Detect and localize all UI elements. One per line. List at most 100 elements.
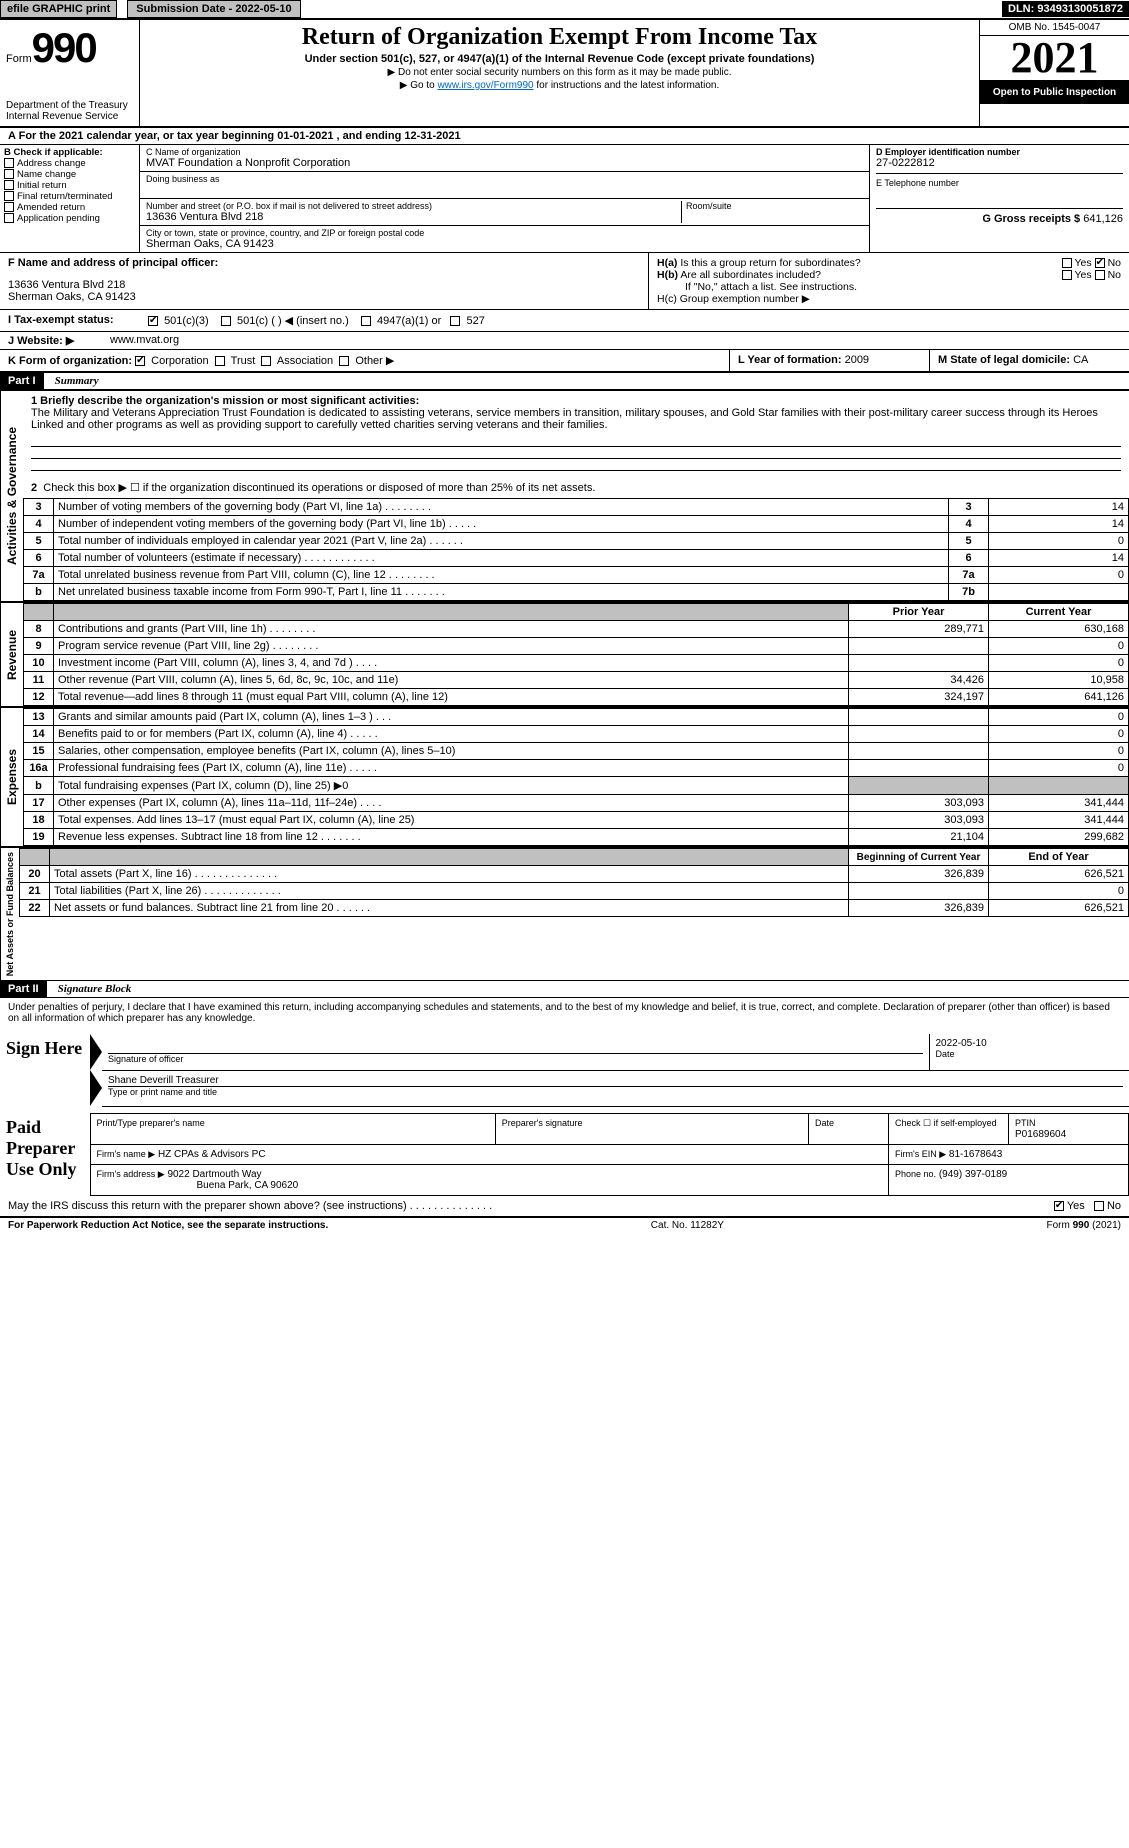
checkbox-pending[interactable]: [4, 213, 14, 223]
pt-check-label: Check ☐ if self-employed: [895, 1118, 997, 1128]
checkbox-amended[interactable]: [4, 202, 14, 212]
sign-arrow-icon: [90, 1034, 102, 1070]
k-corp-checkbox[interactable]: [135, 356, 145, 366]
k-label: K Form of organization:: [8, 355, 132, 367]
527-checkbox[interactable]: [450, 316, 460, 326]
table-row: 3Number of voting members of the governi…: [24, 499, 1129, 516]
discuss-row: May the IRS discuss this return with the…: [0, 1196, 1129, 1217]
tax-status-row: I Tax-exempt status: 501(c)(3) 501(c) ( …: [0, 310, 1129, 332]
sig-date-value: 2022-05-10: [936, 1038, 1124, 1049]
i-label: I Tax-exempt status:: [8, 314, 148, 327]
col-b: B Check if applicable: Address change Na…: [0, 145, 140, 252]
b-item: Amended return: [4, 202, 135, 213]
pt-date-label: Date: [815, 1118, 834, 1128]
firm-addr1: 9022 Dartmouth Way: [167, 1169, 261, 1180]
discuss-yes-checkbox[interactable]: [1054, 1201, 1064, 1211]
k-other-checkbox[interactable]: [339, 356, 349, 366]
table-row: 17Other expenses (Part IX, column (A), l…: [24, 795, 1129, 812]
officer-name: Shane Deverill Treasurer: [108, 1075, 1123, 1087]
table-row: 6Total number of volunteers (estimate if…: [24, 550, 1129, 567]
submission-date-button[interactable]: Submission Date - 2022-05-10: [127, 0, 300, 18]
sig-date-label: Date: [936, 1049, 955, 1059]
ha-yes-checkbox[interactable]: [1062, 258, 1072, 268]
revenue-section: Revenue Prior YearCurrent Year8Contribut…: [0, 602, 1129, 707]
501c3-checkbox[interactable]: [148, 316, 158, 326]
h-section: H(a) Is this a group return for subordin…: [649, 253, 1129, 309]
type-name-label: Type or print name and title: [108, 1087, 217, 1097]
signature-table: Sign Here Signature of officer 2022-05-1…: [0, 1034, 1129, 1107]
irs-label: Internal Revenue Service: [6, 111, 133, 122]
line2-text: Check this box ▶ ☐ if the organization d…: [43, 482, 595, 494]
gross-receipts: 641,126: [1083, 213, 1123, 225]
col-deg: D Employer identification number 27-0222…: [869, 145, 1129, 252]
firm-addr-label: Firm's address ▶: [97, 1169, 165, 1179]
checkbox-final[interactable]: [4, 191, 14, 201]
b-item: Name change: [4, 169, 135, 180]
k-assoc-checkbox[interactable]: [261, 356, 271, 366]
org-city: Sherman Oaks, CA 91423: [146, 238, 863, 250]
part2-badge: Part II: [0, 981, 47, 997]
table-row: 8Contributions and grants (Part VIII, li…: [24, 621, 1129, 638]
checkbox-initial[interactable]: [4, 180, 14, 190]
table-row: 7aTotal unrelated business revenue from …: [24, 567, 1129, 584]
form-title: Return of Organization Exempt From Incom…: [150, 24, 969, 51]
expenses-section: Expenses 13Grants and similar amounts pa…: [0, 707, 1129, 847]
f-label: F Name and address of principal officer:: [8, 257, 640, 269]
hb-yes-checkbox[interactable]: [1062, 270, 1072, 280]
part2-title: Signature Block: [50, 981, 140, 997]
4947-checkbox[interactable]: [361, 316, 371, 326]
hb-no-checkbox[interactable]: [1095, 270, 1105, 280]
vert-activities: Activities & Governance: [0, 391, 23, 601]
period-text: For the 2021 calendar year, or tax year …: [19, 130, 461, 142]
topbar: efile GRAPHIC print Submission Date - 20…: [0, 0, 1129, 20]
col-c: C Name of organization MVAT Foundation a…: [140, 145, 869, 252]
form-number: 990: [32, 24, 96, 72]
ha-no-checkbox[interactable]: [1095, 258, 1105, 268]
header-right: OMB No. 1545-0047 2021 Open to Public In…: [979, 20, 1129, 126]
ag-table: 3Number of voting members of the governi…: [23, 498, 1129, 601]
netassets-table: Beginning of Current YearEnd of Year20To…: [19, 848, 1129, 917]
b-header: B Check if applicable:: [4, 147, 135, 158]
table-row: 13Grants and similar amounts paid (Part …: [24, 709, 1129, 726]
period-row: A For the 2021 calendar year, or tax yea…: [0, 128, 1129, 145]
checkbox-address[interactable]: [4, 158, 14, 168]
table-row: 16aProfessional fundraising fees (Part I…: [24, 760, 1129, 777]
revenue-table: Prior YearCurrent Year8Contributions and…: [23, 603, 1129, 706]
ptin-value: P01689604: [1015, 1129, 1066, 1140]
preparer-table: Paid Preparer Use Only Print/Type prepar…: [0, 1113, 1129, 1196]
mission-text: The Military and Veterans Appreciation T…: [31, 407, 1098, 431]
d-label: D Employer identification number: [876, 147, 1123, 157]
tax-year: 2021: [980, 36, 1129, 81]
m-label: M State of legal domicile:: [938, 354, 1070, 366]
header-center: Return of Organization Exempt From Incom…: [140, 20, 979, 126]
activities-governance-section: Activities & Governance 1 Briefly descri…: [0, 390, 1129, 602]
form-header: Form 990 Department of the Treasury Inte…: [0, 20, 1129, 128]
form-word: Form: [6, 53, 32, 65]
vert-netassets: Net Assets or Fund Balances: [0, 848, 19, 980]
part1-title: Summary: [47, 373, 107, 389]
footer-form: Form 990 (2021): [1047, 1220, 1121, 1231]
subtitle-3: ▶ Go to www.irs.gov/Form990 for instruct…: [150, 80, 969, 91]
paperwork-notice: For Paperwork Reduction Act Notice, see …: [8, 1220, 328, 1231]
firm-ein-label: Firm's EIN ▶: [895, 1149, 946, 1159]
firm-ein: 81-1678643: [949, 1149, 1002, 1160]
table-row: 19Revenue less expenses. Subtract line 1…: [24, 829, 1129, 846]
k-trust-checkbox[interactable]: [215, 356, 225, 366]
line1-label: 1 Briefly describe the organization's mi…: [31, 395, 419, 407]
website-row: J Website: ▶ www.mvat.org: [0, 332, 1129, 350]
dept-label: Department of the Treasury: [6, 100, 133, 111]
c-room-label: Room/suite: [686, 201, 863, 211]
table-row: 20Total assets (Part X, line 16) . . . .…: [20, 866, 1129, 883]
table-row: 15Salaries, other compensation, employee…: [24, 743, 1129, 760]
501c-checkbox[interactable]: [221, 316, 231, 326]
discuss-no-checkbox[interactable]: [1094, 1201, 1104, 1211]
pt-sig-label: Preparer's signature: [502, 1118, 583, 1128]
netassets-section: Net Assets or Fund Balances Beginning of…: [0, 847, 1129, 981]
l-label: L Year of formation:: [738, 354, 842, 366]
irs-link[interactable]: www.irs.gov/Form990: [437, 80, 533, 91]
m-value: CA: [1073, 354, 1088, 366]
b-item: Address change: [4, 158, 135, 169]
checkbox-name[interactable]: [4, 169, 14, 179]
c-dba-label: Doing business as: [146, 174, 863, 184]
vert-revenue: Revenue: [0, 603, 23, 706]
